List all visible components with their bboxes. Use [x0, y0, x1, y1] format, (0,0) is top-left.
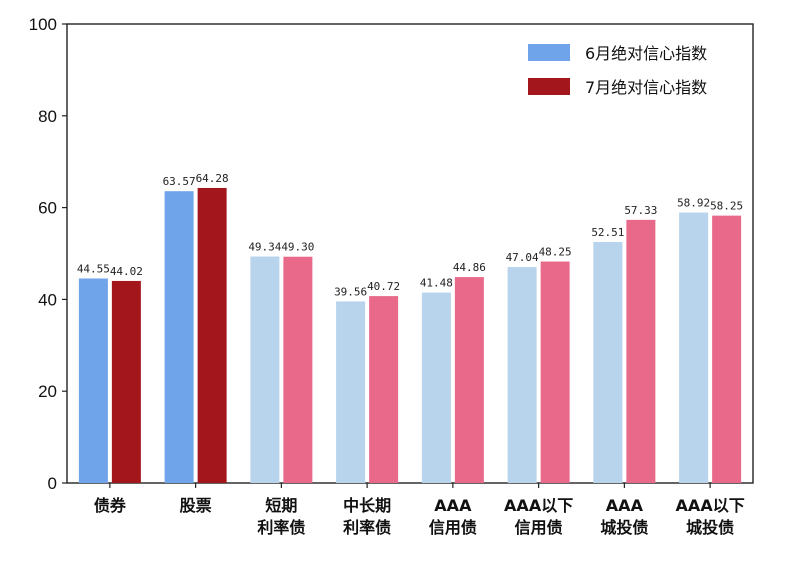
data-labels: 44.55 44.02 63.57 64.28 49.34 49.30 39.56 40.72…	[77, 172, 743, 298]
x-category-label: 中长期	[343, 496, 391, 515]
data-label: 49.30	[281, 241, 314, 254]
y-tick-label: 40	[38, 290, 57, 309]
bar-july-6	[626, 219, 656, 484]
data-label: 58.25	[710, 200, 743, 213]
x-category-label: 利率债	[343, 518, 391, 537]
plot-frame	[66, 23, 754, 484]
data-label: 40.72	[367, 280, 400, 293]
x-category-label: AAA	[434, 496, 472, 515]
y-tick-label: 60	[38, 199, 57, 218]
bar-june-3	[336, 301, 366, 483]
data-label: 44.02	[110, 265, 143, 278]
bar-july-4	[454, 277, 484, 483]
data-label: 39.56	[334, 285, 367, 298]
legend-label-july: 7月绝对信心指数	[585, 78, 707, 97]
bar-june-2	[250, 256, 280, 483]
bar-july-1	[197, 187, 227, 483]
data-label: 48.25	[539, 246, 572, 259]
bar-july-0	[111, 280, 141, 483]
legend-label-june: 6月绝对信心指数	[585, 44, 707, 63]
y-tick-label: 20	[38, 382, 57, 401]
data-label: 44.55	[77, 263, 110, 276]
x-category-label: AAA	[606, 496, 644, 515]
bar-june-6	[593, 241, 623, 483]
bar-june-1	[164, 191, 194, 484]
x-category-label: 短期	[265, 496, 297, 515]
data-label: 41.48	[420, 277, 453, 290]
data-label: 52.51	[591, 226, 624, 239]
data-label: 49.34	[248, 241, 281, 254]
bar-july-7	[712, 215, 742, 483]
legend-swatch-june	[528, 44, 570, 61]
x-category-label: AAA以下	[504, 496, 573, 515]
y-tick-label: 0	[48, 474, 57, 493]
bar-july-5	[540, 261, 570, 483]
legend-swatch-july	[528, 78, 570, 95]
bar-june-7	[679, 212, 709, 484]
bar-june-0	[78, 278, 108, 483]
axes: 0 20 40 60 80 100	[29, 15, 754, 493]
x-category-label: 债券	[94, 496, 127, 515]
bar-july-2	[283, 256, 313, 483]
x-category-label: 城投债	[600, 518, 648, 537]
x-category-label: 城投债	[686, 518, 734, 537]
x-category-label: AAA以下	[676, 496, 745, 515]
bar-june-4	[421, 292, 451, 483]
y-tick-label: 100	[29, 15, 57, 34]
data-label: 63.57	[163, 175, 196, 188]
legend: 6月绝对信心指数 7月绝对信心指数	[528, 44, 707, 97]
y-tick-label: 80	[38, 107, 57, 126]
data-label: 47.04	[506, 251, 539, 264]
x-category-label: 信用债	[515, 518, 563, 537]
data-label: 57.33	[624, 204, 657, 217]
x-category-label: 信用债	[429, 518, 477, 537]
bar-july-3	[369, 296, 399, 483]
data-label: 44.86	[453, 261, 486, 274]
x-category-label: 利率债	[257, 518, 305, 537]
bars	[78, 187, 742, 484]
data-label: 58.92	[677, 197, 710, 210]
data-label: 64.28	[196, 172, 229, 185]
bar-june-5	[507, 267, 537, 483]
x-category-label: 股票	[180, 496, 212, 515]
